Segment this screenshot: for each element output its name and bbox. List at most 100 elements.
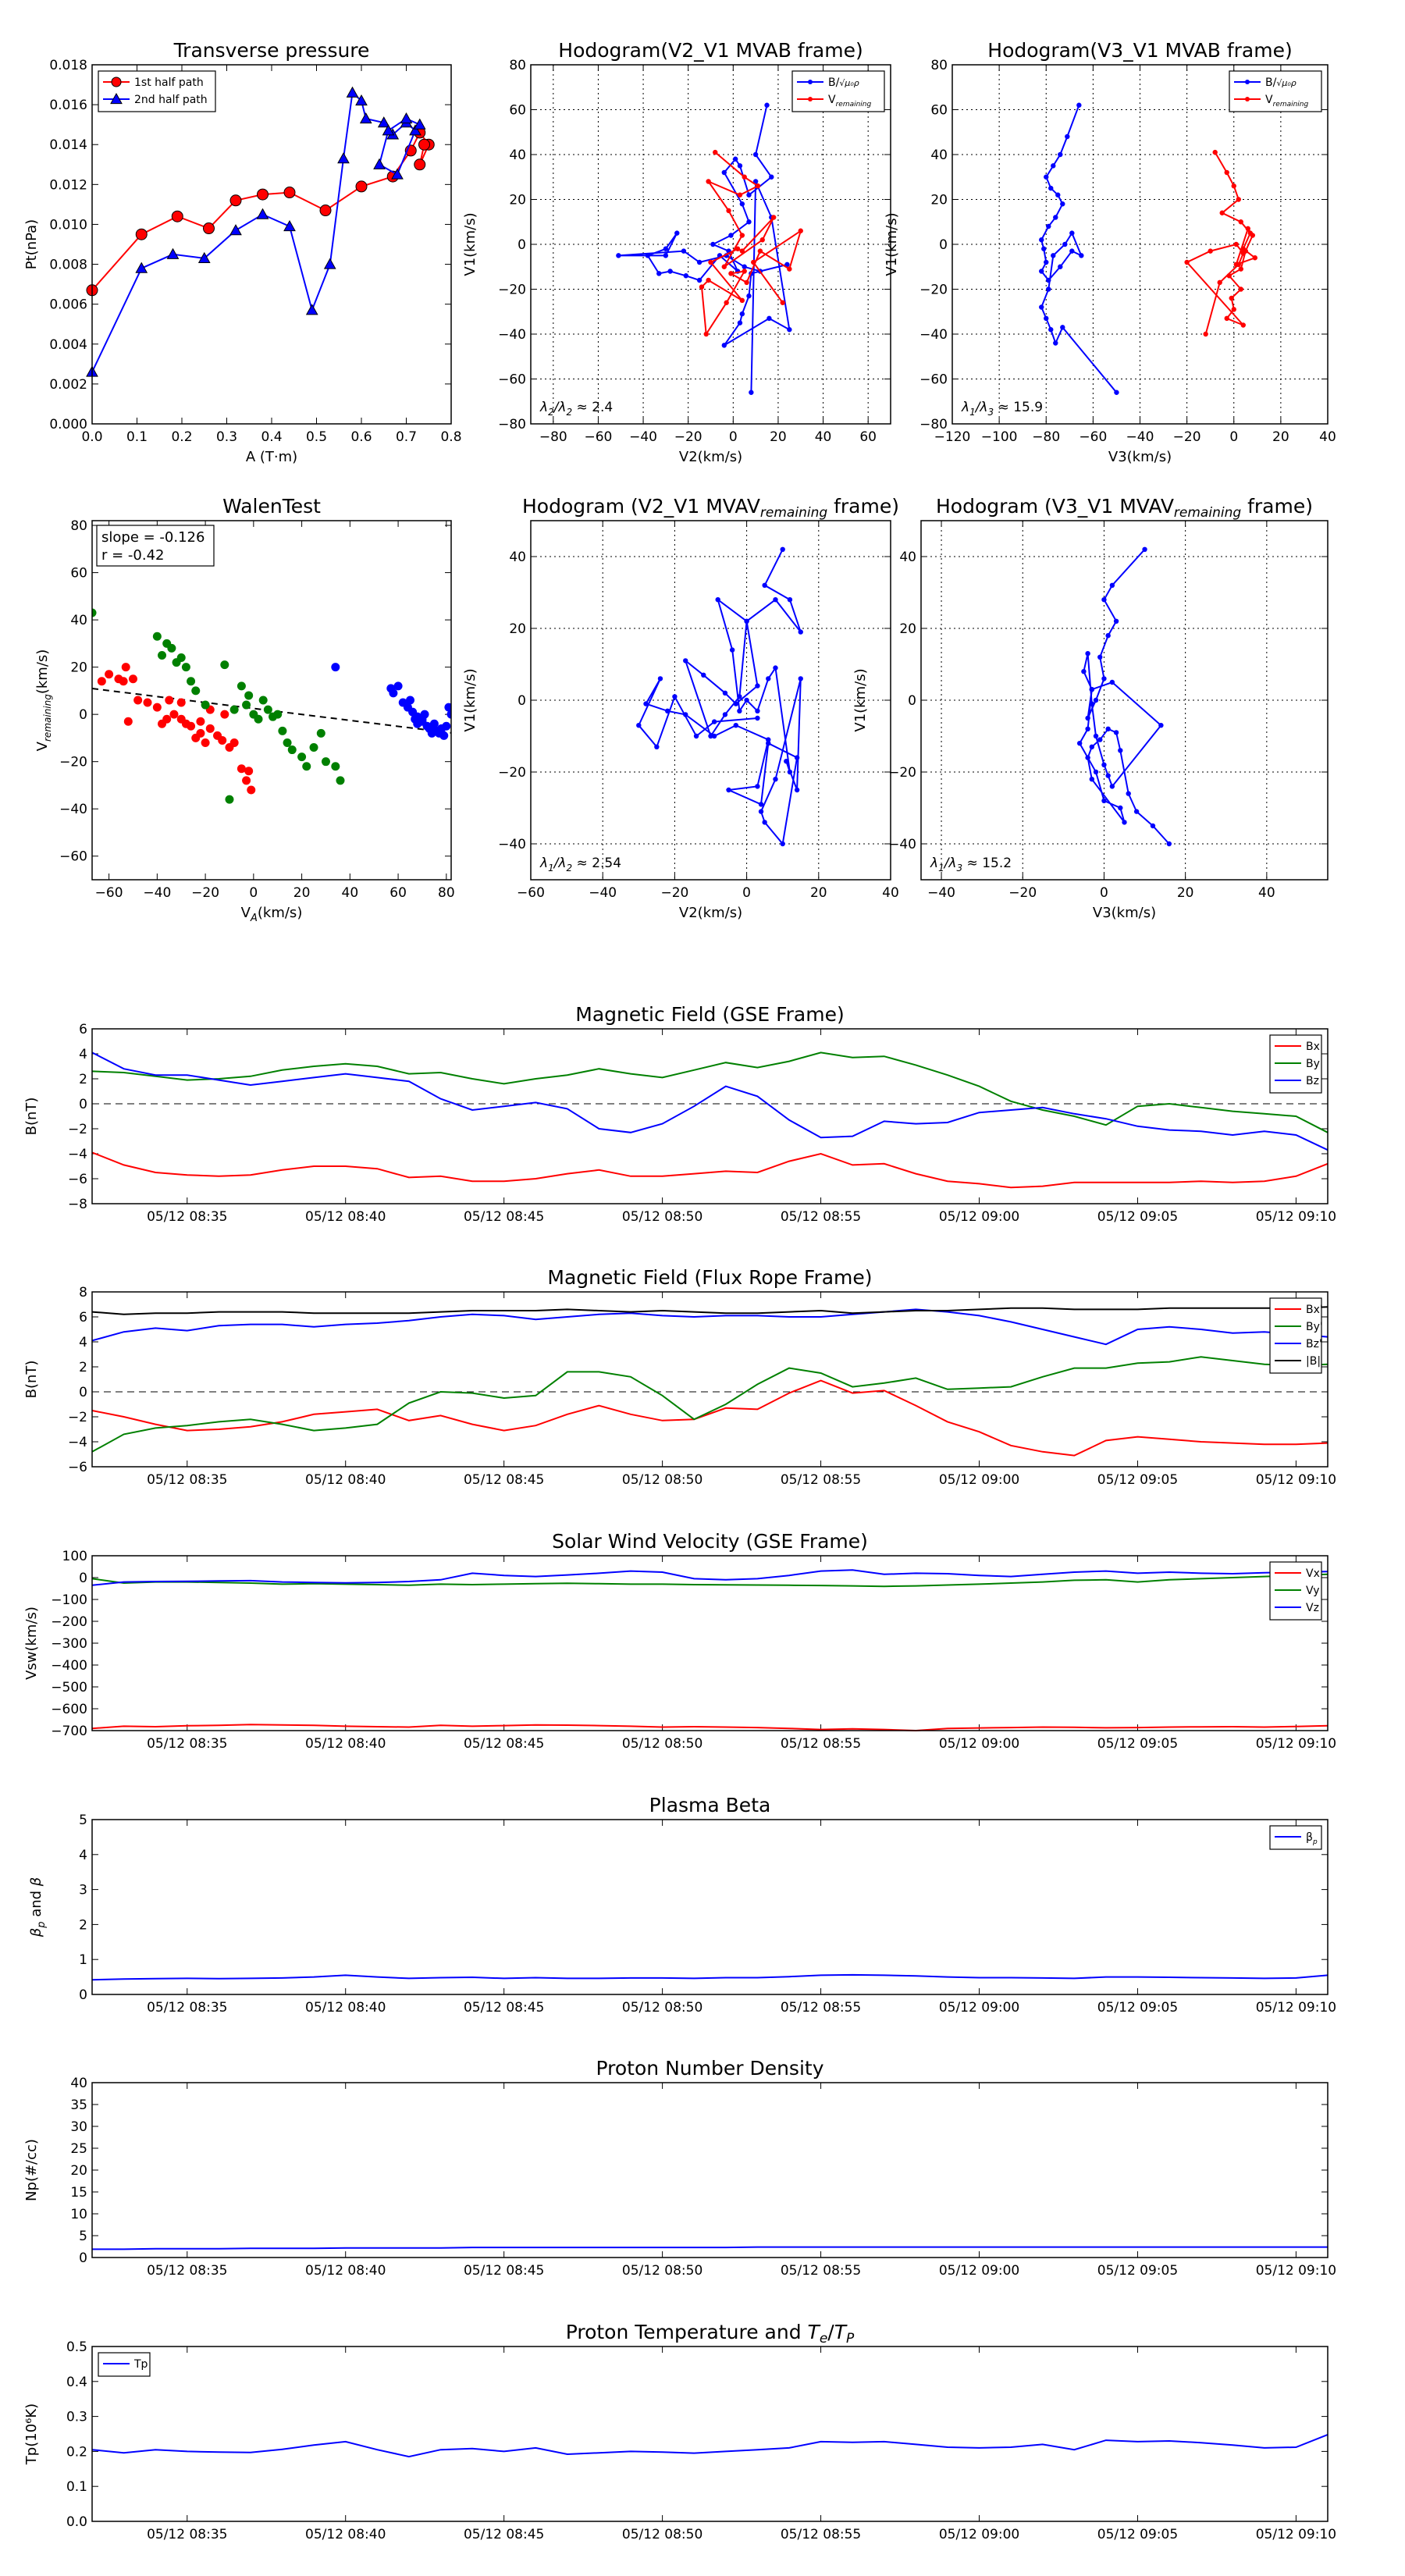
y-tick-label: −20 bbox=[888, 765, 916, 781]
data-point bbox=[128, 674, 137, 684]
y-tick-label: 35 bbox=[70, 2097, 87, 2113]
data-point bbox=[283, 187, 296, 199]
x-tick-label: −40 bbox=[927, 885, 955, 901]
data-point bbox=[674, 230, 680, 236]
data-point bbox=[746, 293, 752, 299]
data-point bbox=[119, 677, 128, 686]
data-point bbox=[708, 259, 713, 265]
data-point bbox=[1089, 777, 1095, 782]
data-point bbox=[780, 300, 785, 305]
x-tick-label: 0 bbox=[249, 885, 258, 901]
data-point bbox=[1089, 744, 1095, 749]
y-tick-label: 5 bbox=[79, 1813, 87, 1828]
x-tick-label: 05/12 08:50 bbox=[622, 1736, 702, 1752]
data-point bbox=[1118, 805, 1123, 811]
data-point bbox=[229, 738, 239, 747]
data-point bbox=[787, 327, 792, 333]
legend-marker bbox=[808, 80, 813, 84]
legend-label: Bx bbox=[1306, 1041, 1320, 1053]
chart-np: 05/12 08:35 05/12 08:40 05/12 08:45 05/12 0… bbox=[23, 2057, 1336, 2279]
data-point bbox=[713, 149, 718, 155]
chart-hodo4: −40 −20 0 20 40 −40 −20 0 20 40 Hodogram (V3_V1 MV… bbox=[852, 495, 1329, 921]
data-point bbox=[302, 762, 311, 771]
y-tick-label: −60 bbox=[498, 372, 526, 388]
chart-title: Hodogram(V2_V1 MVAB frame) bbox=[558, 39, 863, 62]
data-point bbox=[1060, 325, 1065, 330]
x-tick-label: 05/12 09:10 bbox=[1256, 1209, 1336, 1225]
data-point bbox=[446, 710, 451, 719]
y-axis-label: βp and β bbox=[28, 1877, 48, 1938]
data-point bbox=[152, 632, 162, 641]
data-point bbox=[755, 708, 760, 713]
data-point bbox=[218, 735, 227, 745]
y-tick-label: 0 bbox=[79, 707, 87, 723]
y-tick-label: 2 bbox=[79, 1917, 87, 1933]
y-tick-label: −2 bbox=[68, 1122, 87, 1137]
data-point bbox=[220, 710, 229, 719]
data-point bbox=[176, 653, 186, 663]
data-point bbox=[346, 86, 359, 98]
y-axis-label: V1(km/s) bbox=[884, 212, 900, 276]
x-tick-label: 05/12 08:45 bbox=[464, 2263, 544, 2279]
data-point bbox=[1053, 215, 1058, 220]
data-point bbox=[706, 277, 711, 283]
data-point bbox=[237, 764, 246, 774]
chart-hodo3: −60 −40 −20 0 20 40 −40 −20 0 20 40 Hodogram (V2_V1… bbox=[462, 495, 899, 921]
data-point bbox=[1069, 248, 1075, 254]
data-point bbox=[711, 719, 717, 724]
data-point bbox=[1113, 618, 1119, 624]
y-tick-label: −400 bbox=[51, 1658, 87, 1674]
data-point bbox=[1166, 841, 1172, 847]
y-tick-label: 0.5 bbox=[66, 2339, 87, 2355]
slope-label: slope = -0.126 bbox=[101, 529, 205, 546]
data-point bbox=[1085, 651, 1090, 656]
x-tick-label: 20 bbox=[293, 885, 311, 901]
y-tick-label: −600 bbox=[51, 1702, 87, 1717]
data-point bbox=[158, 651, 167, 660]
data-point bbox=[1085, 755, 1090, 760]
x-axis-label: V2(km/s) bbox=[679, 905, 742, 921]
data-point bbox=[355, 180, 368, 193]
y-tick-label: −300 bbox=[51, 1636, 87, 1652]
x-tick-label: 05/12 08:35 bbox=[147, 2263, 227, 2279]
data-point bbox=[196, 717, 205, 726]
x-tick-label: 05/12 09:10 bbox=[1256, 1736, 1336, 1752]
data-point bbox=[759, 237, 765, 243]
chart-bfr: 05/12 08:35 05/12 08:40 05/12 08:45 05/12 0… bbox=[23, 1266, 1336, 1488]
x-tick-label: 05/12 08:55 bbox=[781, 1472, 861, 1488]
series-line bbox=[91, 1379, 1329, 1457]
series-line bbox=[91, 1973, 1329, 1981]
legend-marker bbox=[110, 92, 123, 105]
legend-label: 1st half path bbox=[134, 76, 204, 89]
data-point bbox=[751, 259, 756, 265]
series-line bbox=[91, 1308, 1329, 1346]
plot-frame bbox=[91, 1819, 1329, 1995]
legend-label: Vx bbox=[1306, 1567, 1320, 1580]
y-axis-label: Vsw(km/s) bbox=[23, 1606, 40, 1680]
data-point bbox=[752, 151, 759, 158]
y-tick-label: 4 bbox=[79, 1335, 87, 1350]
chart-hodo2: −120 −100 −80 −60 −40 −20 0 20 40 −80 −60 −40 −20 0 20… bbox=[884, 39, 1336, 465]
y-tick-label: 0 bbox=[518, 237, 526, 253]
data-point bbox=[181, 719, 190, 728]
y-tick-label: 0.016 bbox=[49, 98, 87, 113]
data-point bbox=[256, 208, 269, 219]
y-tick-label: 10 bbox=[70, 2207, 87, 2222]
data-point bbox=[442, 721, 451, 731]
x-tick-label: 0.8 bbox=[440, 429, 461, 445]
y-tick-label: 8 bbox=[79, 1285, 87, 1300]
data-point bbox=[1041, 246, 1047, 251]
data-point bbox=[1105, 633, 1111, 639]
data-point bbox=[1252, 255, 1258, 261]
data-point bbox=[1105, 773, 1111, 778]
y-tick-label: −40 bbox=[888, 837, 916, 852]
x-tick-label: 0.1 bbox=[126, 429, 148, 445]
legend-label: B/√μ₀ρ bbox=[1265, 76, 1297, 89]
x-tick-label: 05/12 08:35 bbox=[147, 1472, 227, 1488]
y-tick-label: 60 bbox=[509, 103, 526, 119]
data-point bbox=[683, 712, 688, 717]
y-axis-label: B(nT) bbox=[23, 1361, 40, 1399]
data-point bbox=[744, 697, 749, 703]
y-tick-label: 30 bbox=[70, 2119, 87, 2135]
data-point bbox=[331, 663, 340, 672]
